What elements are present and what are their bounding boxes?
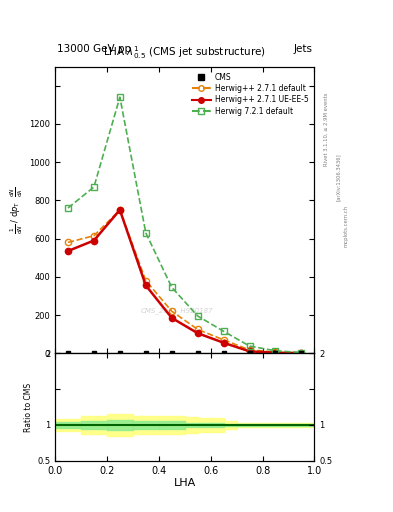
Text: LHA $\lambda^{1}_{0.5}$ (CMS jet substructure): LHA $\lambda^{1}_{0.5}$ (CMS jet substru… xyxy=(103,44,266,61)
Text: CMS_2021_H920187: CMS_2021_H920187 xyxy=(141,307,213,314)
Y-axis label: $\frac{1}{\mathrm{d}N}$ / $\mathrm{d}p_{\mathrm{T}}$  $\frac{\mathrm{d}N}{\mathr: $\frac{1}{\mathrm{d}N}$ / $\mathrm{d}p_{… xyxy=(9,186,25,233)
Legend: CMS, Herwig++ 2.7.1 default, Herwig++ 2.7.1 UE-EE-5, Herwig 7.2.1 default: CMS, Herwig++ 2.7.1 default, Herwig++ 2.… xyxy=(189,70,310,118)
Text: mcplots.cern.ch: mcplots.cern.ch xyxy=(344,205,349,247)
Text: Jets: Jets xyxy=(294,44,312,54)
Text: [arXiv:1306.3436]: [arXiv:1306.3436] xyxy=(336,154,341,201)
Text: Rivet 3.1.10, ≥ 2.9M events: Rivet 3.1.10, ≥ 2.9M events xyxy=(324,92,329,166)
Text: 13000 GeV pp: 13000 GeV pp xyxy=(57,44,131,54)
Y-axis label: Ratio to CMS: Ratio to CMS xyxy=(24,382,33,432)
X-axis label: LHA: LHA xyxy=(174,478,196,488)
